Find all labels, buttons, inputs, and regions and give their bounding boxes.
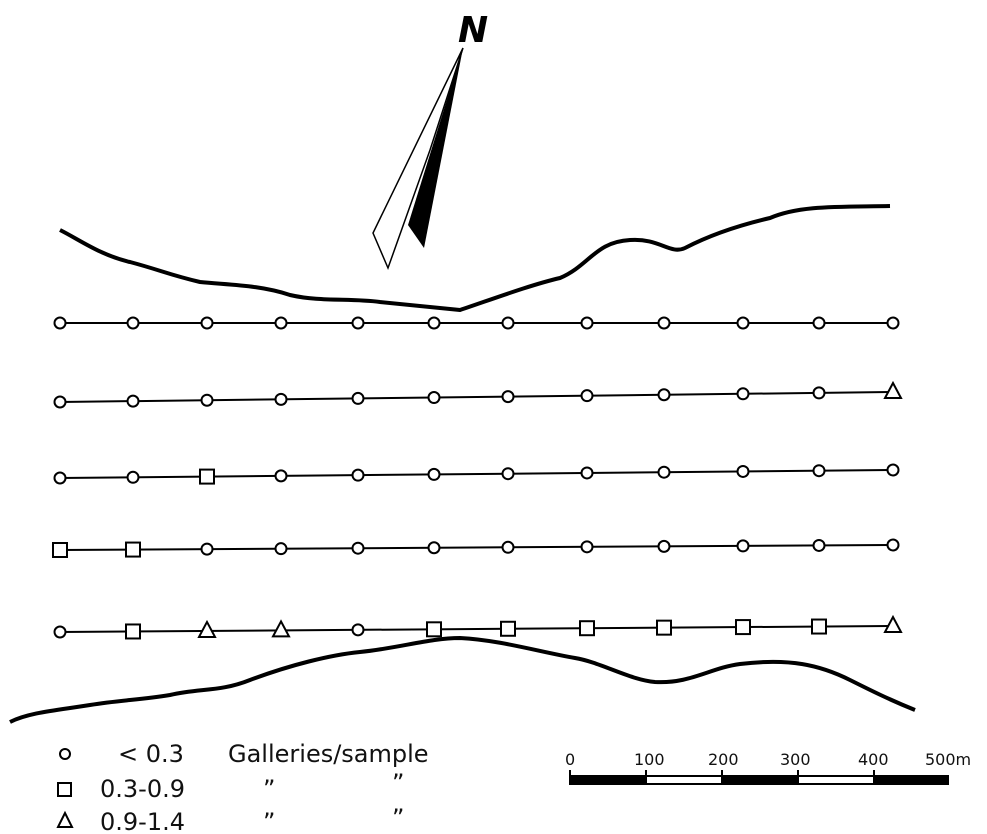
transect-5-sample-5-circle	[353, 624, 364, 635]
legend-ditto-3a: ”	[263, 808, 275, 834]
transect-3-sample-8-circle	[582, 467, 593, 478]
transect-4-sample-12-circle	[888, 540, 899, 551]
transect-1-sample-10-circle	[738, 318, 749, 329]
scale-label-200: 200	[708, 750, 739, 769]
transect-2-sample-3-circle	[202, 395, 213, 406]
scale-label-400: 400	[858, 750, 889, 769]
transect-2-sample-10-circle	[738, 388, 749, 399]
transect-1-sample-5-circle	[353, 318, 364, 329]
legend-item-circle: < 0.3 Galleries/sample	[60, 740, 429, 768]
transect-5-sample-7-square	[501, 622, 515, 636]
legend: < 0.3 Galleries/sample 0.3-0.9 ” ” 0.9-1…	[58, 740, 429, 834]
legend-triangle-icon	[58, 813, 72, 827]
transect-3-sample-3-square	[200, 470, 214, 484]
transect-1-sample-4-circle	[276, 318, 287, 329]
transect-3-sample-11-circle	[814, 465, 825, 476]
transect-2-sample-8-circle	[582, 390, 593, 401]
transect-1-sample-1-circle	[55, 318, 66, 329]
transects	[53, 318, 901, 639]
transect-3-sample-7-circle	[503, 468, 514, 479]
transect-1-sample-6-circle	[429, 318, 440, 329]
transect-2-sample-12-triangle	[885, 383, 901, 398]
transect-3-sample-10-circle	[738, 466, 749, 477]
transect-4-sample-3-circle	[202, 544, 213, 555]
transect-3-sample-6-circle	[429, 469, 440, 480]
transect-4-line	[60, 545, 893, 550]
transect-4-sample-9-circle	[659, 541, 670, 552]
transect-4-sample-10-circle	[738, 540, 749, 551]
lower-boundary-line	[10, 638, 915, 722]
transect-4-sample-11-circle	[814, 540, 825, 551]
scale-bar-segment-5	[874, 776, 948, 784]
transect-2-sample-11-circle	[814, 387, 825, 398]
transect-1-sample-9-circle	[659, 318, 670, 329]
transect-5-sample-1-circle	[55, 627, 66, 638]
legend-ditto-3b: ”	[392, 804, 404, 832]
legend-range-3: 0.9-1.4	[100, 808, 185, 834]
transect-1-sample-3-circle	[202, 318, 213, 329]
transect-5-sample-3-triangle	[199, 622, 215, 637]
transect-1-sample-2-circle	[128, 318, 139, 329]
transect-5-sample-12-triangle	[885, 617, 901, 632]
transect-5-sample-8-square	[580, 621, 594, 635]
transect-5-sample-4-triangle	[273, 621, 289, 636]
transect-2-sample-5-circle	[353, 393, 364, 404]
transect-2-line	[60, 392, 893, 402]
transect-1-sample-8-circle	[582, 318, 593, 329]
legend-item-triangle: 0.9-1.4 ” ”	[58, 804, 404, 834]
north-label: N	[458, 10, 488, 51]
legend-range-2: 0.3-0.9	[100, 775, 185, 803]
transect-4-sample-7-circle	[503, 542, 514, 553]
transect-4-sample-2-square	[126, 543, 140, 557]
legend-circle-icon	[60, 749, 70, 759]
legend-item-square: 0.3-0.9 ” ”	[58, 769, 404, 803]
transect-3-sample-2-circle	[128, 472, 139, 483]
legend-ditto-2a: ”	[263, 775, 275, 803]
transect-1-sample-11-circle	[814, 318, 825, 329]
transect-3-sample-4-circle	[276, 470, 287, 481]
transect-2-sample-2-circle	[128, 396, 139, 407]
transect-5-sample-6-square	[427, 622, 441, 636]
transect-1-sample-12-circle	[888, 318, 899, 329]
transect-2-sample-9-circle	[659, 389, 670, 400]
transect-2-sample-7-circle	[503, 391, 514, 402]
transect-4-sample-8-circle	[582, 541, 593, 552]
transect-3-sample-12-circle	[888, 465, 899, 476]
transect-2-sample-6-circle	[429, 392, 440, 403]
legend-ditto-2b: ”	[392, 769, 404, 797]
transect-5-sample-9-square	[657, 621, 671, 635]
transect-5-line	[60, 626, 893, 632]
transect-1-sample-7-circle	[503, 318, 514, 329]
transect-2-sample-1-circle	[55, 397, 66, 408]
transect-4-sample-5-circle	[353, 543, 364, 554]
scale-label-500m: 500m	[925, 750, 971, 769]
scale-bar: 0 100 200 300 400 500m	[565, 750, 971, 784]
transect-3-sample-5-circle	[353, 470, 364, 481]
legend-square-icon	[58, 783, 71, 796]
legend-range-1: < 0.3	[118, 740, 184, 768]
upper-boundary-line	[60, 206, 890, 310]
transect-4-sample-6-circle	[429, 542, 440, 553]
scale-bar-segment-1	[570, 776, 646, 784]
transect-3-line	[60, 470, 893, 478]
scale-label-100: 100	[634, 750, 665, 769]
transect-5-sample-2-square	[126, 624, 140, 638]
scale-label-300: 300	[780, 750, 811, 769]
transect-3-sample-9-circle	[659, 467, 670, 478]
legend-unit: Galleries/sample	[228, 740, 429, 768]
scale-label-0: 0	[565, 750, 575, 769]
transect-3-sample-1-circle	[55, 473, 66, 484]
transect-2-sample-4-circle	[276, 394, 287, 405]
transect-5-sample-11-square	[812, 620, 826, 634]
transect-5-sample-10-square	[736, 620, 750, 634]
north-arrow: N	[373, 10, 488, 268]
scale-bar-segment-3	[722, 776, 798, 784]
transect-4-sample-1-square	[53, 543, 67, 557]
transect-4-sample-4-circle	[276, 543, 287, 554]
